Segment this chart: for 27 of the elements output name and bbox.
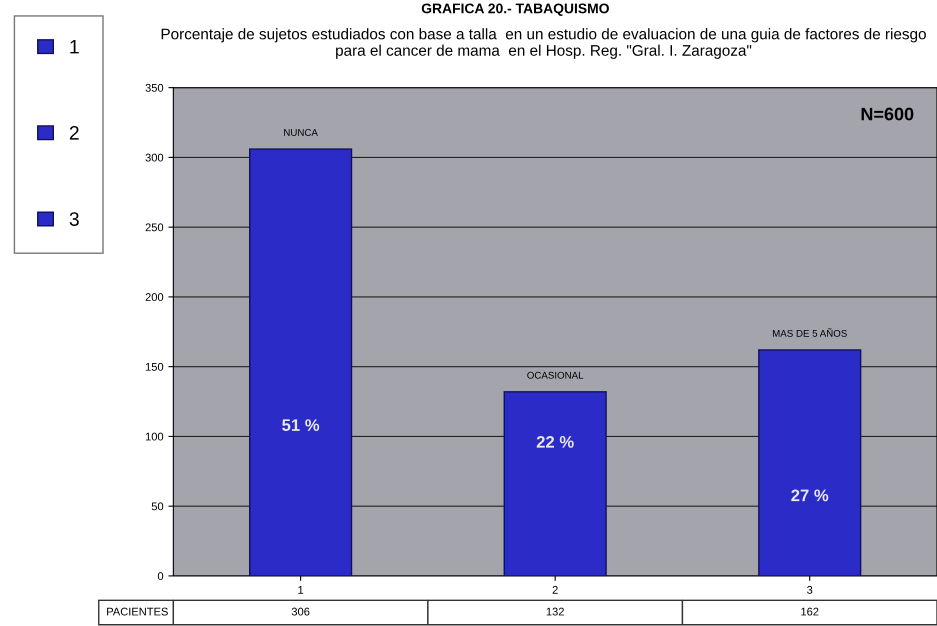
y-tick-label: 50 bbox=[152, 502, 164, 510]
annotation: N=600 bbox=[862, 108, 914, 120]
annotation: NUNCA bbox=[284, 129, 318, 136]
data-label: 306 bbox=[292, 608, 310, 616]
category-label: 3 bbox=[70, 212, 79, 226]
annotation: MAS DE 5 AÑOS bbox=[772, 328, 847, 337]
y-tick-label: 150 bbox=[146, 362, 164, 371]
x-tick-label: 3 bbox=[807, 586, 812, 594]
chart-title: GRAFICA 20.- TABAQUISMO bbox=[422, 3, 609, 16]
category-label: 2 bbox=[70, 126, 79, 140]
x-tick-label: 1 bbox=[298, 586, 304, 594]
annotation: 22 % bbox=[536, 436, 574, 448]
y-tick-label: 300 bbox=[146, 154, 164, 162]
y-tick-label: 350 bbox=[146, 84, 164, 92]
x-tick-label: 2 bbox=[552, 586, 558, 594]
category-label: 1 bbox=[70, 40, 79, 54]
data-label: 162 bbox=[801, 608, 818, 616]
y-tick-label: 200 bbox=[146, 293, 164, 302]
y-tick-label: 100 bbox=[146, 432, 164, 441]
chart-subtitle: Porcentaje de sujetos estudiados con base a talla en un estudio de evaluacion de una guia de factores de riesgo para el cancer de mama en el Hosp. Reg. "Gral. I. Zaragoza" bbox=[162, 28, 926, 59]
data-label: 132 bbox=[546, 608, 564, 616]
y-tick-label: 0 bbox=[158, 572, 164, 580]
text: PACIENTES bbox=[107, 608, 168, 616]
y-tick-label: 250 bbox=[146, 223, 164, 232]
annotation: OCASIONAL bbox=[527, 372, 584, 379]
annotation: 27 % bbox=[791, 489, 828, 502]
annotation: 51 % bbox=[282, 419, 320, 431]
